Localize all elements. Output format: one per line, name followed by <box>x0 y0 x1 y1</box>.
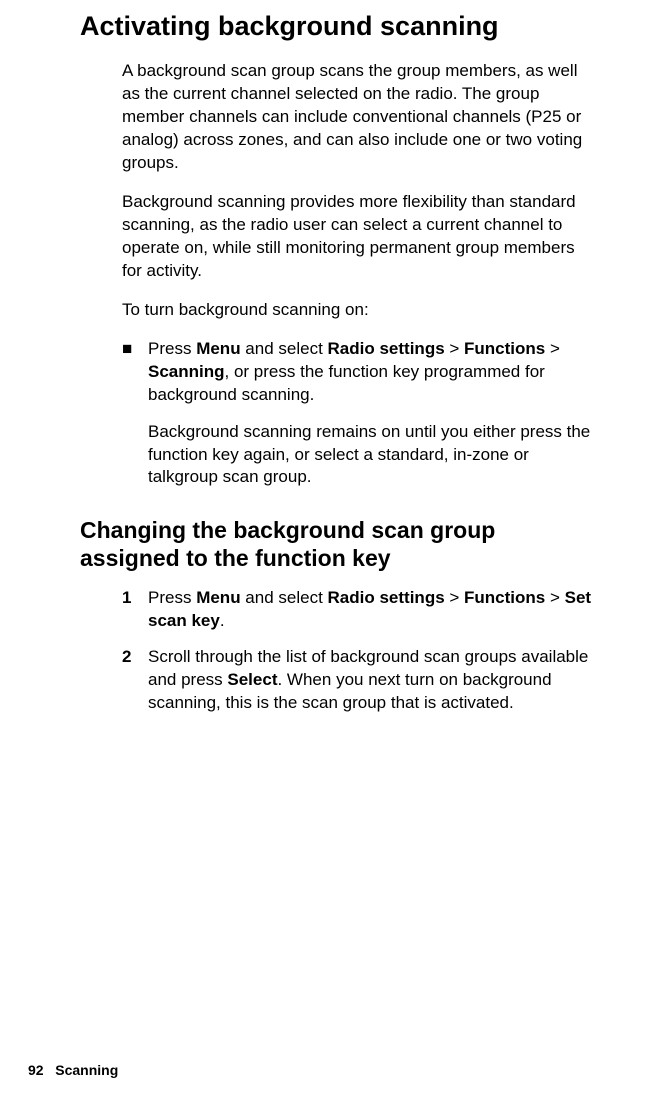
text: > <box>545 588 564 607</box>
bold-functions: Functions <box>464 339 545 358</box>
step-2: 2 Scroll through the list of background … <box>122 646 597 715</box>
text: . <box>220 611 225 630</box>
text: > <box>445 339 464 358</box>
para-turn-on: To turn background scanning on: <box>122 299 597 322</box>
bold-menu: Menu <box>196 339 240 358</box>
square-bullet-icon: ■ <box>122 338 148 407</box>
bold-functions: Functions <box>464 588 545 607</box>
heading-changing-background-scan-group: Changing the background scan group assig… <box>80 517 597 572</box>
step-number: 2 <box>122 646 148 715</box>
text: and select <box>241 588 328 607</box>
bold-radio-settings: Radio settings <box>328 588 445 607</box>
text: Press <box>148 588 196 607</box>
bold-scanning: Scanning <box>148 362 225 381</box>
footer-section-name: Scanning <box>55 1062 118 1078</box>
step-number: 1 <box>122 587 148 633</box>
text: Press <box>148 339 196 358</box>
page-number: 92 <box>28 1062 44 1078</box>
section1-body: A background scan group scans the group … <box>122 60 597 489</box>
text: and select <box>241 339 328 358</box>
para-intro-1: A background scan group scans the group … <box>122 60 597 175</box>
bold-radio-settings: Radio settings <box>328 339 445 358</box>
section2-wrapper: Changing the background scan group assig… <box>122 517 597 715</box>
document-page: Activating background scanning A backgro… <box>0 0 647 1116</box>
step-text: Scroll through the list of background sc… <box>148 646 597 715</box>
bullet-continuation: Background scanning remains on until you… <box>148 421 597 490</box>
text: > <box>445 588 464 607</box>
text: > <box>545 339 560 358</box>
bullet-item: ■ Press Menu and select Radio settings >… <box>122 338 597 407</box>
bullet-text: Press Menu and select Radio settings > F… <box>148 338 597 407</box>
bold-select: Select <box>227 670 277 689</box>
step-1: 1 Press Menu and select Radio settings >… <box>122 587 597 633</box>
page-footer: 92 Scanning <box>28 1062 118 1078</box>
bold-menu: Menu <box>196 588 240 607</box>
para-intro-2: Background scanning provides more flexib… <box>122 191 597 283</box>
bullet-list: ■ Press Menu and select Radio settings >… <box>122 338 597 490</box>
step-text: Press Menu and select Radio settings > F… <box>148 587 597 633</box>
heading-activating-background-scanning: Activating background scanning <box>80 10 597 42</box>
